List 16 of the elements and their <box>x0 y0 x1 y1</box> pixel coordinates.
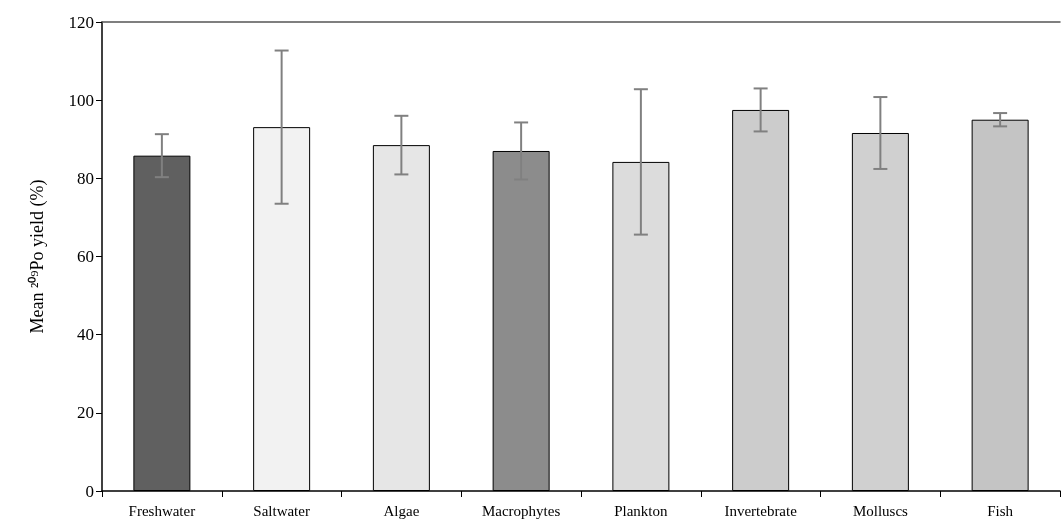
y-tick-label: 20 <box>77 403 94 423</box>
y-tick-label: 60 <box>77 247 94 266</box>
y-tick-label: 80 <box>77 168 94 188</box>
x-tick-label: Molluscs <box>852 502 909 519</box>
x-tick-label: Fish <box>987 502 1014 519</box>
x-tick-label: Macrophytes <box>481 502 561 519</box>
y-tick-label: 100 <box>68 90 94 110</box>
x-tick-label: Invertebrate <box>724 502 798 519</box>
x-tick-label: Plankton <box>614 502 669 519</box>
y-tick-label: 120 <box>68 12 94 32</box>
y-axis-title: Mean ²⁰⁹Po yield (%) <box>27 179 48 334</box>
y-tick-label: 40 <box>77 325 94 345</box>
y-tick-label: 0 <box>85 481 94 501</box>
x-tick-label: Saltwater <box>253 502 310 519</box>
x-tick-label: Algae <box>383 502 420 519</box>
x-tick-label: Freshwater <box>128 502 196 519</box>
